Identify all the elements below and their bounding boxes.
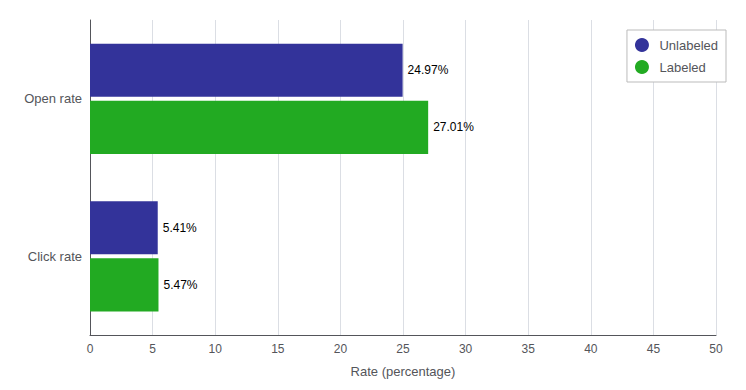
svg-text:Click rate: Click rate <box>28 249 82 264</box>
svg-text:Unlabeled: Unlabeled <box>659 38 718 53</box>
svg-text:15: 15 <box>271 342 285 356</box>
svg-text:45: 45 <box>647 342 661 356</box>
svg-text:50: 50 <box>709 342 723 356</box>
svg-text:40: 40 <box>584 342 598 356</box>
svg-text:5.47%: 5.47% <box>163 278 197 292</box>
svg-text:27.01%: 27.01% <box>433 120 474 134</box>
svg-text:20: 20 <box>334 342 348 356</box>
svg-text:10: 10 <box>209 342 223 356</box>
svg-text:5.41%: 5.41% <box>163 221 197 235</box>
svg-text:24.97%: 24.97% <box>408 63 449 77</box>
svg-text:5: 5 <box>149 342 156 356</box>
svg-text:0: 0 <box>87 342 94 356</box>
svg-text:Labeled: Labeled <box>659 60 705 75</box>
svg-text:35: 35 <box>522 342 536 356</box>
svg-text:Rate (percentage): Rate (percentage) <box>351 364 456 379</box>
svg-text:Open rate: Open rate <box>24 91 82 106</box>
svg-text:25: 25 <box>396 342 410 356</box>
svg-text:30: 30 <box>459 342 473 356</box>
